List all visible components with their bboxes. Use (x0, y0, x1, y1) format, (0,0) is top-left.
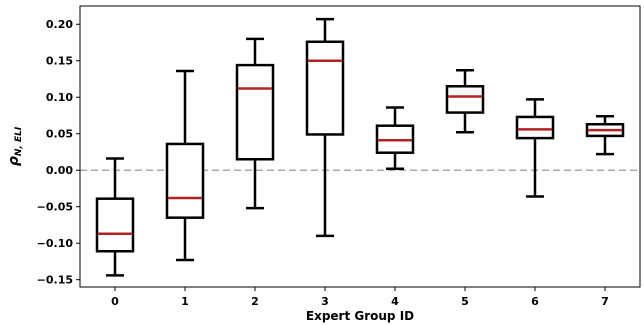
box-group-6 (515, 98, 555, 198)
y-tick-label: 0.00 (46, 164, 73, 177)
x-tick-label: 2 (251, 295, 259, 308)
x-axis-ticks: 0 1 2 3 4 5 6 7 (111, 287, 609, 308)
x-tick-label: 0 (111, 295, 119, 308)
x-tick-label: 3 (321, 295, 329, 308)
iqr-box (305, 40, 345, 136)
iqr-box (95, 197, 135, 253)
y-tick-label: 0.05 (46, 128, 73, 141)
box-group-0 (95, 157, 135, 277)
x-tick-label: 7 (601, 295, 609, 308)
y-tick-label: 0.20 (46, 18, 73, 31)
box-group-3 (305, 17, 345, 238)
y-tick-label: −0.05 (37, 201, 73, 214)
iqr-box (165, 142, 205, 219)
iqr-box (515, 115, 555, 140)
y-tick-label: −0.10 (37, 237, 74, 250)
box-group-7 (585, 114, 625, 156)
x-axis-title: Expert Group ID (306, 309, 414, 323)
x-tick-label: 4 (391, 295, 399, 308)
x-tick-label: 6 (531, 295, 539, 308)
y-tick-label: −0.15 (37, 274, 73, 287)
plot-frame (79, 5, 641, 288)
y-axis-title-main: ρ (6, 156, 22, 166)
y-tick-label: 0.10 (46, 91, 73, 104)
y-axis-ticks: −0.15 −0.10 −0.05 0.00 0.05 0.10 0.15 0.20 (37, 18, 80, 287)
box-group-4 (375, 106, 415, 171)
y-tick-label: 0.15 (46, 55, 73, 68)
boxes-layer (95, 17, 625, 277)
box-group-5 (445, 68, 485, 134)
iqr-box (445, 85, 485, 114)
y-axis-title-sub: N, ELI (14, 126, 24, 156)
box-group-1 (165, 69, 205, 262)
x-tick-label: 1 (181, 295, 189, 308)
y-axis-title: ρN, ELI (6, 126, 24, 166)
box-group-2 (235, 37, 275, 210)
iqr-box (235, 63, 275, 161)
x-tick-label: 5 (461, 295, 469, 308)
